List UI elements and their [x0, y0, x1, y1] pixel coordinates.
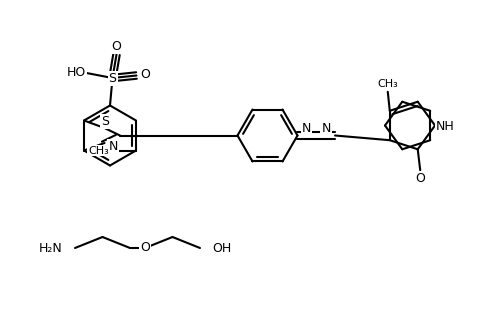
- Text: OH: OH: [212, 242, 232, 254]
- Text: N: N: [302, 121, 311, 135]
- Text: CH₃: CH₃: [88, 146, 109, 156]
- Text: O: O: [416, 172, 425, 185]
- Text: O: O: [112, 40, 122, 53]
- Text: N: N: [322, 121, 330, 135]
- Text: O: O: [140, 241, 150, 254]
- Text: NH: NH: [436, 120, 454, 133]
- Text: H₂N: H₂N: [39, 242, 62, 254]
- Text: HO: HO: [67, 65, 86, 79]
- Text: S: S: [101, 115, 109, 128]
- Text: N: N: [108, 140, 118, 153]
- Text: O: O: [140, 68, 150, 80]
- Text: S: S: [108, 71, 116, 85]
- Text: CH₃: CH₃: [378, 79, 398, 89]
